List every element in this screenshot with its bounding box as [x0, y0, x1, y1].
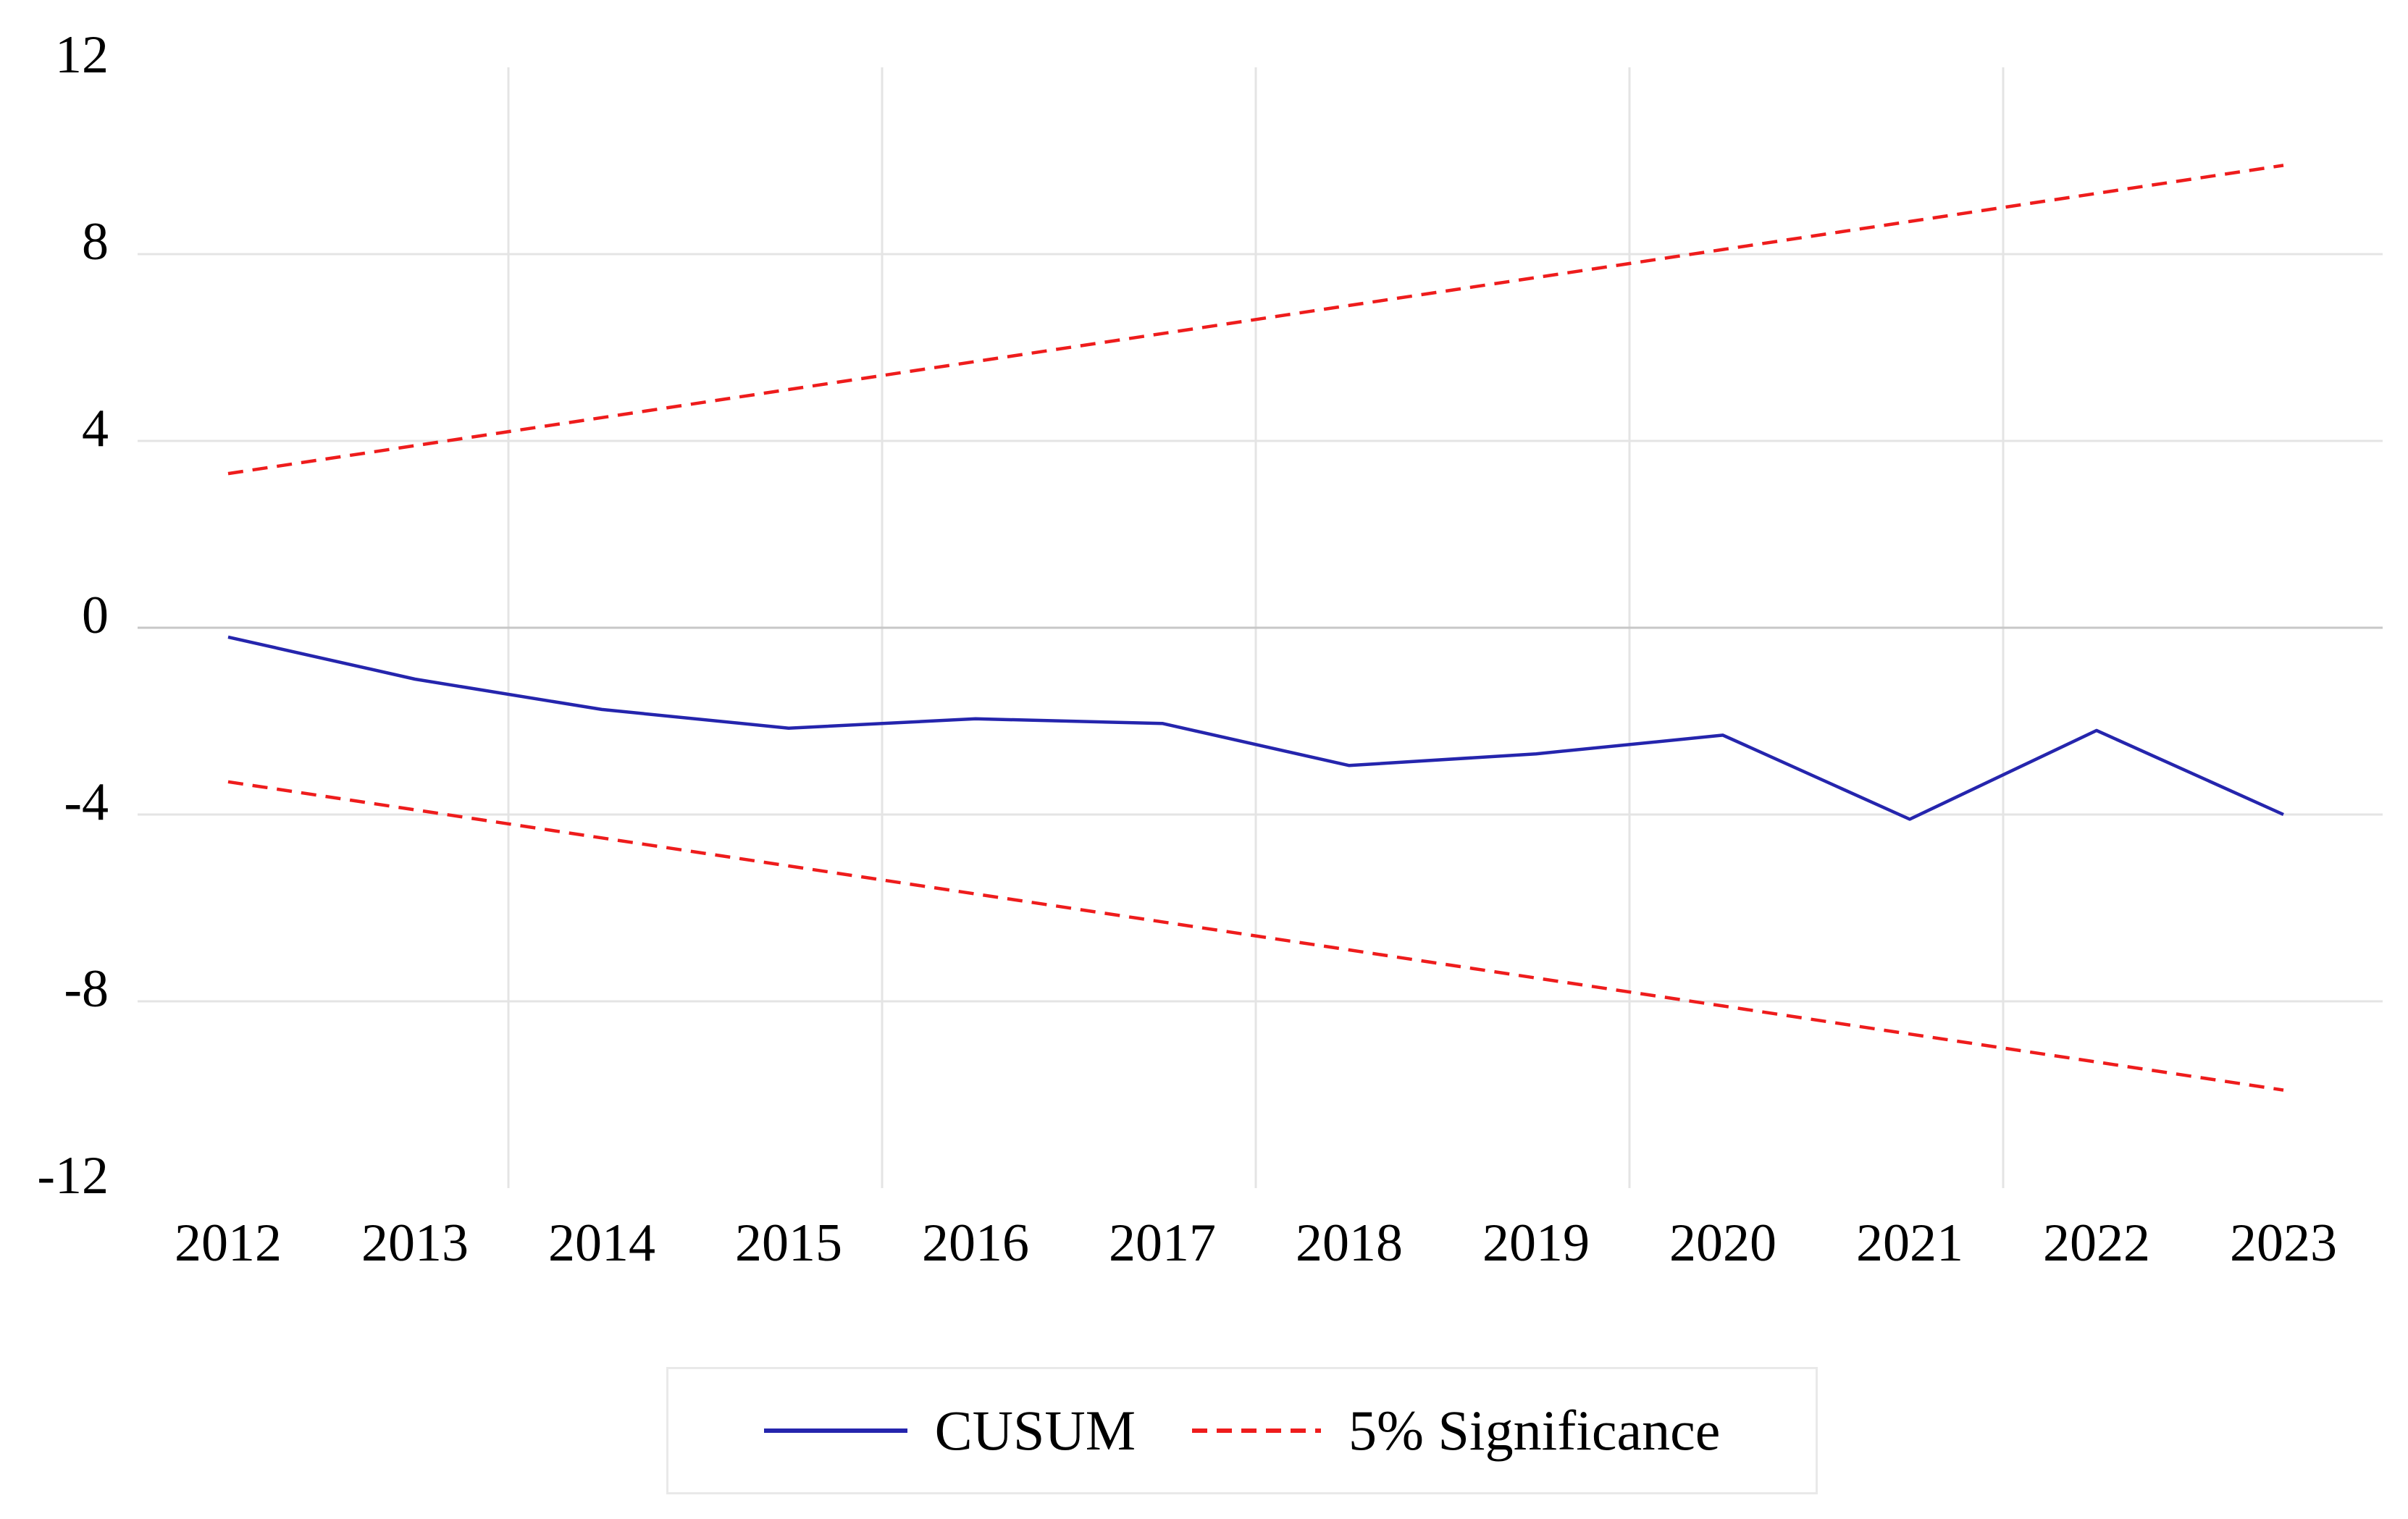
legend-label-significance: 5% Significance [1348, 1399, 1721, 1462]
y-tick-label: 8 [82, 212, 109, 272]
x-tick-label: 2020 [1669, 1213, 1776, 1273]
significance-line-swatch [1192, 1428, 1322, 1433]
x-tick-label: 2023 [2230, 1213, 2337, 1273]
legend-item-significance: 5% Significance [1192, 1398, 1720, 1463]
y-tick-label: -8 [64, 959, 109, 1019]
legend: CUSUM 5% Significance [666, 1367, 1818, 1494]
x-tick-label: 2012 [175, 1213, 282, 1273]
x-tick-label: 2022 [2043, 1213, 2150, 1273]
significance-line [227, 164, 2284, 476]
legend-item-cusum: CUSUM [763, 1398, 1136, 1463]
x-tick-label: 2016 [922, 1213, 1029, 1273]
legend-label-cusum: CUSUM [934, 1399, 1136, 1462]
x-tick-label: 2018 [1296, 1213, 1403, 1273]
y-tick-label: -4 [64, 773, 109, 832]
y-tick-label: -12 [37, 1146, 109, 1205]
x-tick-label: 2017 [1109, 1213, 1216, 1273]
cusum-line [227, 635, 2284, 821]
y-tick-label: 0 [82, 586, 109, 645]
x-tick-label: 2019 [1482, 1213, 1590, 1273]
x-tick-label: 2013 [361, 1213, 469, 1273]
y-tick-label: 12 [55, 25, 109, 85]
cusum-line-swatch [763, 1428, 907, 1433]
significance-line [227, 780, 2284, 1092]
x-tick-label: 2014 [548, 1213, 655, 1273]
x-tick-label: 2021 [1856, 1213, 1963, 1273]
y-tick-label: 4 [82, 399, 109, 458]
x-tick-label: 2015 [735, 1213, 842, 1273]
